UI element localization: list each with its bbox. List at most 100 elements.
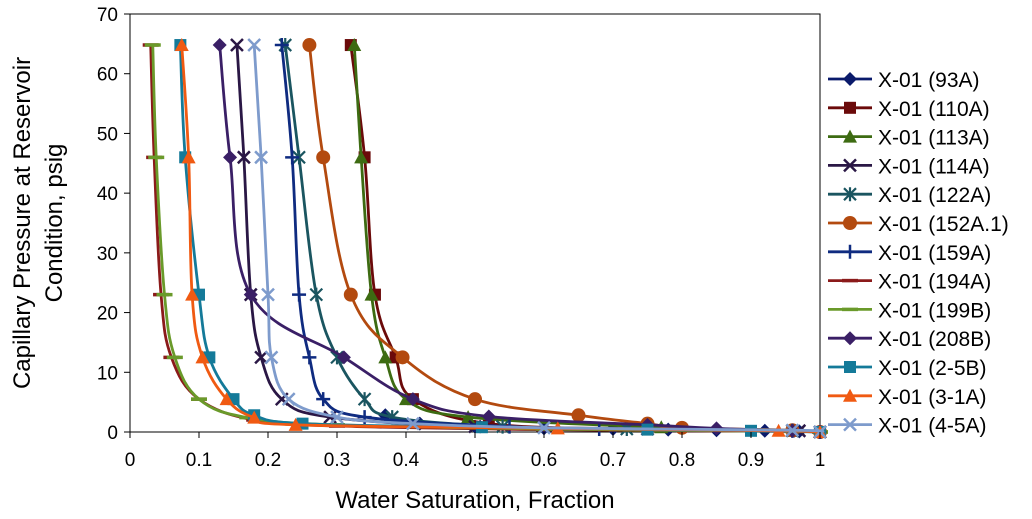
data-point	[316, 392, 331, 407]
data-point	[261, 287, 275, 302]
data-point	[309, 287, 324, 302]
x-tick-label: 0	[125, 450, 136, 471]
y-tick-label: 40	[97, 184, 118, 205]
legend-marker	[843, 388, 857, 402]
x-tick-label: 0.6	[531, 450, 557, 471]
x-axis-title: Water Saturation, Fraction	[335, 487, 614, 514]
x-tick-label: 0.4	[393, 450, 420, 471]
legend-marker	[843, 158, 857, 173]
y-tick-label: 50	[97, 124, 118, 145]
legend-label: X-01 (208B)	[878, 328, 991, 351]
data-point	[395, 350, 410, 365]
legend-marker	[843, 129, 857, 143]
x-tick-label: 0.7	[600, 450, 626, 471]
data-point	[174, 38, 189, 52]
data-point	[285, 150, 300, 165]
x-tick-label: 1	[815, 450, 826, 471]
legend-label: X-01 (194A)	[878, 271, 991, 294]
legend-label: X-01 (93A)	[878, 69, 980, 92]
legend-entry: X-01 (114A)	[828, 155, 990, 178]
legend-label: X-01 (114A)	[878, 155, 990, 178]
data-point	[330, 410, 344, 424]
legend-label: X-01 (113A)	[878, 127, 990, 150]
legend-entry: X-01 (208B)	[828, 328, 991, 351]
legend-label: X-01 (2-5B)	[878, 357, 987, 380]
y-axis-title-line2: Condition, psig	[41, 144, 68, 303]
x-tick-label: 0.2	[255, 450, 281, 471]
axes-layer: 0 0.1 0.2 0.3 0.4 0.5 0.6 0.7 0.8 0.9 101020304050…	[97, 5, 825, 471]
data-point	[302, 38, 317, 53]
data-point	[243, 287, 258, 302]
data-point	[461, 410, 476, 424]
plot-area	[129, 13, 821, 433]
data-point	[357, 392, 372, 407]
data-point	[364, 287, 379, 301]
legend-label: X-01 (159A)	[878, 242, 991, 265]
data-point	[230, 38, 244, 52]
y-tick-label: 70	[97, 5, 118, 26]
data-point	[195, 350, 210, 364]
data-point	[185, 287, 200, 301]
data-point	[236, 150, 251, 165]
series-12	[247, 38, 827, 439]
data-point	[537, 420, 551, 435]
x-tick-label: 0.1	[186, 450, 212, 471]
data-point	[292, 287, 307, 302]
data-point	[406, 416, 420, 431]
legend-entry: X-01 (194A)	[828, 271, 991, 294]
data-point	[274, 38, 289, 53]
data-point	[302, 350, 317, 365]
data-point	[347, 38, 362, 52]
legend-entry: X-01 (110A)	[828, 98, 990, 121]
data-point	[288, 417, 303, 431]
data-point	[468, 392, 482, 407]
data-point	[264, 350, 279, 365]
y-tick-label: 0	[107, 423, 118, 444]
data-point	[254, 350, 268, 365]
legend-marker	[843, 244, 857, 259]
data-point	[571, 408, 586, 423]
legend-label: X-01 (4-5A)	[878, 415, 987, 438]
legend-entry: X-01 (4-5A)	[828, 415, 987, 438]
legend-entry: X-01 (152A.1)	[828, 213, 1009, 236]
legend-marker	[844, 361, 856, 373]
x-tick-label: 0.9	[738, 450, 764, 471]
legend-marker	[843, 187, 857, 202]
legend-label: X-01 (122A)	[878, 184, 991, 207]
data-point	[219, 392, 234, 406]
data-point	[343, 287, 358, 302]
legend-entry: X-01 (159A)	[828, 242, 991, 265]
legend-entry: X-01 (93A)	[828, 69, 980, 92]
data-point	[281, 392, 296, 407]
legend-marker	[843, 417, 857, 432]
legend-entry: X-01 (199B)	[828, 299, 991, 322]
legend-label: X-01 (199B)	[878, 299, 991, 322]
y-tick-label: 30	[97, 244, 118, 265]
x-tick-label: 0.3	[324, 450, 350, 471]
data-point	[378, 350, 393, 364]
data-point	[212, 38, 227, 53]
data-point	[247, 410, 262, 424]
data-point	[785, 423, 800, 438]
legend-entry: X-01 (113A)	[828, 127, 990, 150]
legend: X-01 (93A) X-01 (110A) X-01 (113A) X-01 (11…	[828, 69, 1009, 438]
data-point	[247, 38, 262, 52]
data-point	[405, 392, 420, 407]
legend-marker	[843, 216, 857, 230]
legend-label: X-01 (110A)	[878, 98, 990, 121]
y-axis-title-line1: Capillary Pressure at Reservoir	[9, 57, 36, 389]
legend-marker	[843, 72, 857, 86]
legend-entry: X-01 (3-1A)	[828, 386, 987, 409]
y-tick-label: 60	[97, 65, 118, 86]
data-point	[316, 150, 331, 165]
y-tick-label: 10	[97, 363, 118, 384]
data-point	[354, 150, 369, 164]
legend-marker	[844, 101, 856, 114]
series-layer	[142, 38, 828, 439]
data-point	[336, 350, 351, 365]
legend-entry: X-01 (122A)	[828, 184, 991, 207]
data-point	[481, 409, 496, 424]
y-tick-label: 20	[97, 304, 118, 325]
x-tick-label: 0.8	[669, 450, 695, 471]
